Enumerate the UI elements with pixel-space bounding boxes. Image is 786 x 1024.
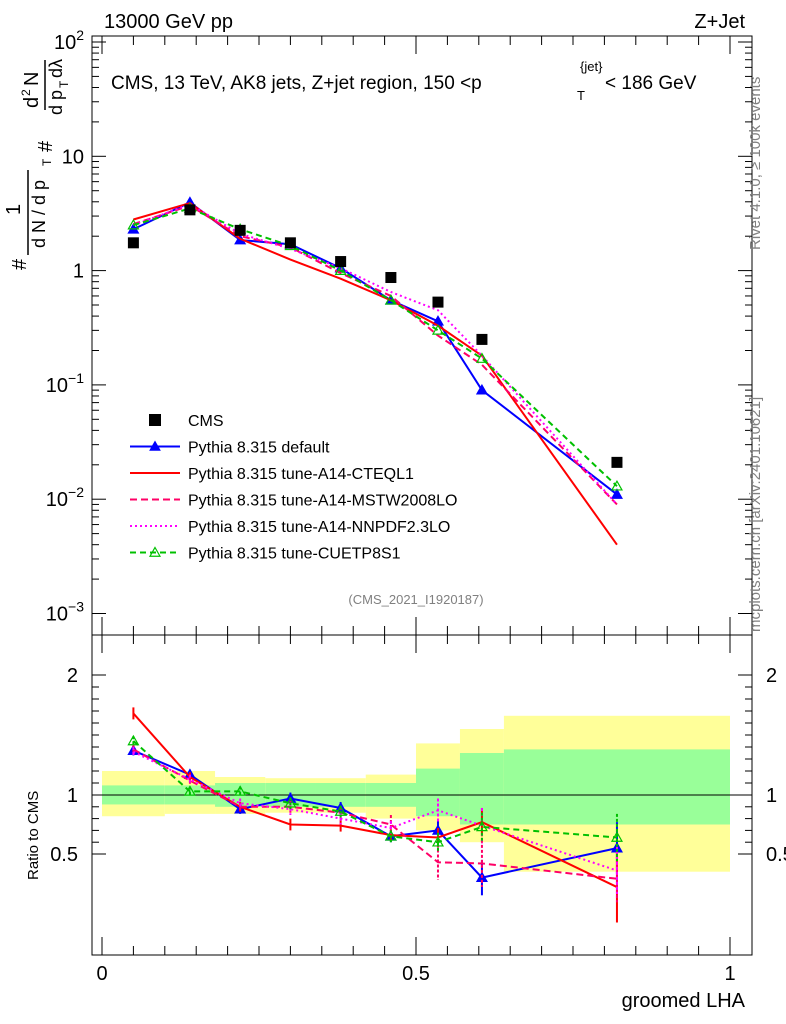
ratio-marker — [284, 797, 297, 808]
svg-text:d: d — [21, 97, 43, 108]
cms-data-point — [385, 272, 397, 284]
band-stat — [416, 768, 460, 817]
cms-data-point — [611, 456, 623, 468]
svg-text:2: 2 — [19, 89, 33, 96]
legend-label: Pythia 8.315 default — [188, 440, 330, 457]
legend-entry: Pythia 8.315 tune-CUETP8S1 — [130, 546, 401, 563]
ratio-marker — [610, 831, 623, 842]
title-sub: T — [577, 88, 585, 103]
legend-label: Pythia 8.315 tune-A14-CTEQL1 — [188, 466, 414, 483]
main-marker — [610, 488, 623, 499]
ratio-tick-label-left: 2 — [67, 665, 78, 687]
main-marker — [431, 324, 445, 335]
cms-data-point — [284, 237, 296, 249]
cms-data-point — [335, 256, 347, 268]
ratio-axis-label: Ratio to CMS — [25, 791, 42, 880]
main-marker — [127, 218, 140, 230]
main-line — [133, 207, 618, 487]
axis-ticks: 102 10 1 10−1 10−2 10−3 0 0.5 1 2 2 1 1 0.5 0.5 — [46, 27, 786, 985]
series-pythia-8-315-tune-cuetp8s1 — [127, 202, 623, 862]
y-tick-label: 10 — [62, 146, 84, 168]
main-marker — [384, 294, 397, 305]
analysis-id: (CMS_2021_I1920187) — [348, 592, 483, 607]
legend-entry: Pythia 8.315 default — [130, 440, 330, 457]
legend-swatch-marker — [148, 546, 162, 557]
band-stat — [503, 749, 730, 825]
cms-data-point — [432, 296, 444, 308]
title-sup: {jet} — [580, 59, 603, 74]
plot-title: CMS, 13 TeV, AK8 jets, Z+jet region, 150… — [111, 73, 482, 94]
ratio-tick-label-right: 2 — [766, 665, 777, 687]
legend-entry: Pythia 8.315 tune-A14-MSTW2008LO — [130, 493, 457, 510]
ratio-marker — [475, 820, 488, 832]
svg-text:T: T — [57, 80, 71, 88]
ratio-line — [132, 740, 618, 844]
x-tick-label: 0 — [96, 963, 107, 985]
ratio-marker — [334, 805, 347, 816]
legend-entry: CMS — [149, 413, 224, 430]
y-tick-label: 10−1 — [46, 370, 84, 397]
y-tick-label: 10−3 — [46, 599, 84, 626]
ratio-marker — [234, 785, 247, 796]
legend-label: Pythia 8.315 tune-A14-MSTW2008LO — [188, 493, 457, 510]
main-marker — [475, 352, 488, 363]
title-suffix: < 186 GeV — [605, 73, 697, 94]
process-label: Z+Jet — [694, 11, 745, 33]
legend-entry: Pythia 8.315 tune-A14-NNPDF2.3LO — [130, 519, 450, 536]
legend-swatch-marker — [149, 440, 161, 451]
main-line — [133, 204, 618, 506]
mcplots-label: mcplots.cern.ch [arXiv:2401.10621] — [747, 397, 764, 632]
main-marker — [475, 383, 488, 395]
main-marker — [334, 264, 347, 275]
ratio-marker — [183, 785, 196, 796]
svg-text:N: N — [21, 72, 43, 86]
y-tick-label: 1 — [73, 261, 84, 283]
ratio-marker — [127, 734, 140, 746]
y-axis-label: # 1 d N / d p T # d 2 N d p T dλ — [3, 59, 71, 270]
rivet-label: Rivet 4.1.0, ≥ 100k events — [747, 77, 764, 250]
ratio-marker — [384, 830, 397, 841]
y-tick-label: 10−2 — [46, 484, 84, 511]
legend-swatch-square — [149, 414, 161, 426]
ratio-tick-label-right: 1 — [766, 785, 777, 807]
cms-data-point — [127, 237, 139, 249]
y-tick-label: 102 — [54, 27, 84, 54]
svg-text:T: T — [40, 158, 54, 166]
ratio-tick-label-left: 1 — [67, 785, 78, 807]
ratio-tick-label-left: 0.5 — [50, 844, 78, 866]
legend: CMS Pythia 8.315 default Pythia 8.315 tune… — [130, 413, 457, 563]
ratio-marker — [431, 835, 445, 847]
cms-data-point — [234, 224, 246, 236]
svg-text:#: # — [35, 140, 57, 152]
x-axis-label: groomed LHA — [622, 990, 746, 1012]
legend-label: CMS — [188, 413, 224, 430]
data-series — [127, 196, 623, 923]
energy-label: 13000 GeV pp — [104, 11, 233, 33]
svg-text:d N / d p: d N / d p — [29, 180, 49, 248]
x-tick-label: 0.5 — [402, 963, 430, 985]
svg-text:d p: d p — [46, 90, 66, 115]
ratio-tick-label-right: 0.5 — [766, 844, 786, 866]
svg-text:1: 1 — [3, 204, 25, 215]
legend-entry: Pythia 8.315 tune-A14-CTEQL1 — [130, 466, 414, 483]
svg-text:#: # — [9, 258, 31, 270]
cms-data-point — [476, 333, 488, 345]
legend-label: Pythia 8.315 tune-A14-NNPDF2.3LO — [188, 519, 450, 536]
main-marker — [610, 479, 623, 491]
x-tick-label: 1 — [724, 963, 735, 985]
svg-text:dλ: dλ — [46, 59, 66, 78]
title-prefix: CMS, 13 TeV, AK8 jets, Z+jet region, 150… — [111, 73, 482, 94]
cms-data-point — [184, 204, 196, 216]
legend-label: Pythia 8.315 tune-CUETP8S1 — [188, 546, 401, 563]
main-line — [133, 203, 618, 506]
